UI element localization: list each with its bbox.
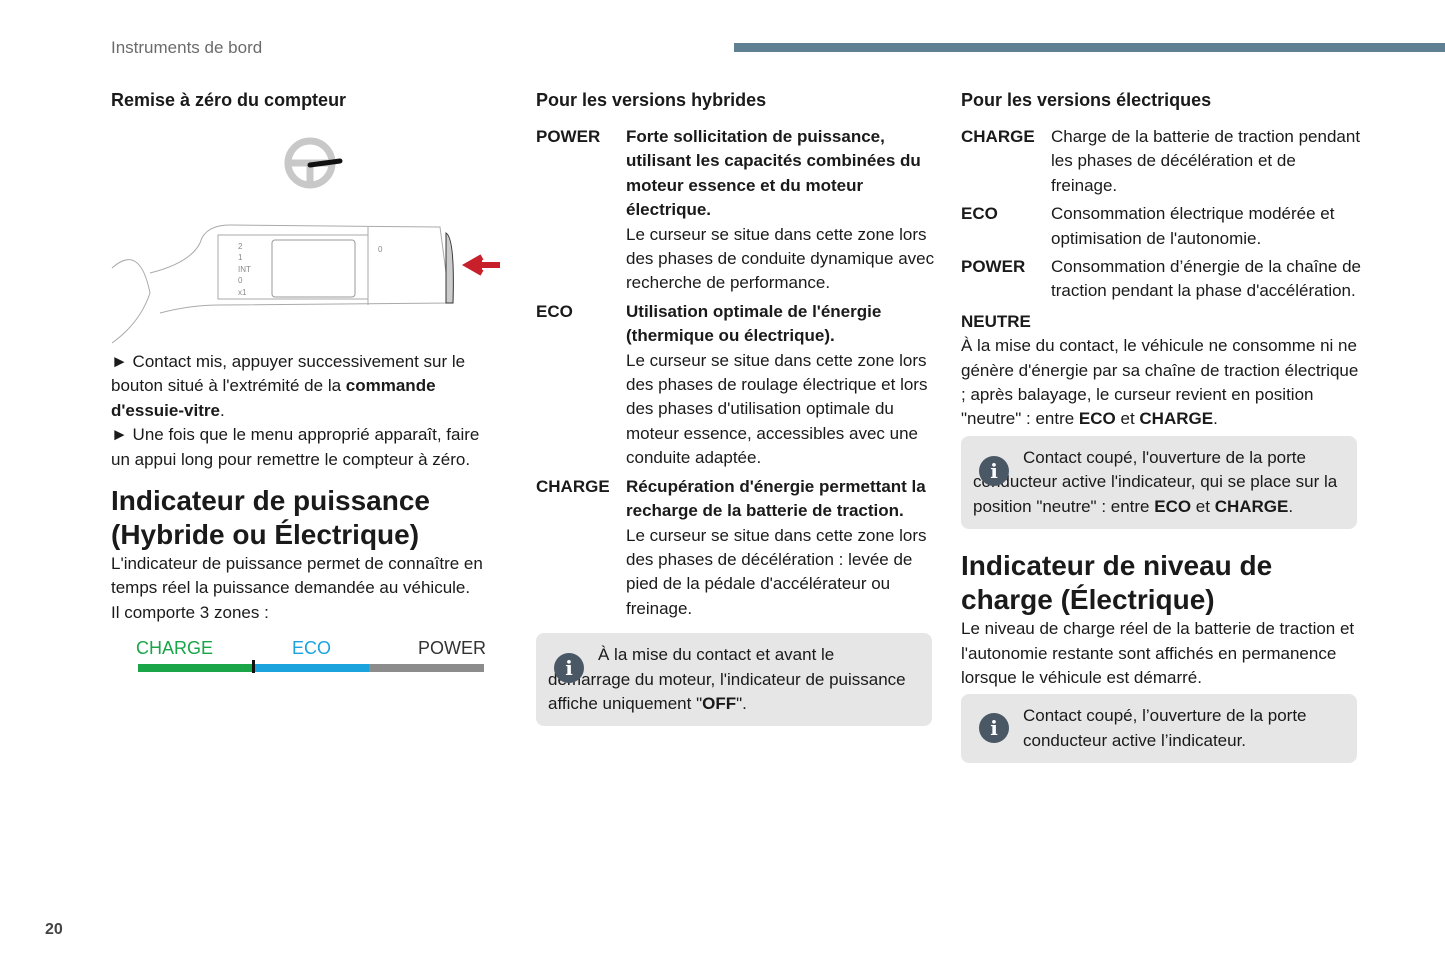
- gauge-label-eco: ECO: [292, 638, 332, 659]
- definition-eco: ECO Consommation électrique modérée et op…: [961, 202, 1361, 251]
- svg-text:0: 0: [238, 276, 243, 285]
- definition-charge: CHARGE Charge de la batterie de traction …: [961, 125, 1361, 198]
- column-reset: Remise à zéro du compteur 2 1 INT 0 x1 0 ► …: [111, 88, 501, 677]
- term-description: Le curseur se situe dans cette zone lors…: [626, 525, 927, 618]
- svg-text:1: 1: [238, 253, 243, 262]
- step-2: ► Une fois que le menu approprié apparaî…: [111, 425, 480, 469]
- definition-eco: ECO Utilisation optimale de l'énergie (th…: [536, 300, 936, 471]
- power-gauge: CHARGE ECO POWER: [136, 637, 486, 677]
- term-description: Le curseur se situe dans cette zone lors…: [626, 350, 928, 468]
- term-description: Charge de la batterie de traction pendan…: [1051, 127, 1361, 195]
- term-summary: Utilisation optimale de l'énergie (therm…: [626, 301, 882, 346]
- definition-charge: CHARGE Récupération d'énergie permettant …: [536, 475, 936, 621]
- charge-level-title: Indicateur de niveau de charge (Électriq…: [961, 550, 1273, 616]
- term-description: Consommation d’énergie de la chaîne de t…: [1051, 257, 1361, 301]
- wiper-stalk-illustration: 2 1 INT 0 x1 0: [111, 137, 500, 344]
- definition-power: POWER Forte sollicitation de puissance, u…: [536, 125, 936, 296]
- gauge-zone-eco: [254, 664, 369, 673]
- term: POWER: [961, 257, 1026, 277]
- hybrid-heading: Pour les versions hybrides: [536, 90, 767, 110]
- header-accent-bar: [734, 43, 1445, 52]
- term-description: Le curseur se situe dans cette zone lors…: [626, 224, 935, 293]
- reset-heading: Remise à zéro du compteur: [111, 90, 347, 110]
- term: POWER: [536, 127, 601, 146]
- power-intro: L'indicateur de puissance permet de conn…: [111, 554, 483, 598]
- section-title: Instruments de bord: [111, 38, 263, 57]
- electric-heading: Pour les versions électriques: [961, 90, 1212, 110]
- neutre-text: À la mise du contact, le véhicule ne con…: [961, 336, 1359, 429]
- column-hybrid: Pour les versions hybrides POWER Forte so…: [536, 88, 936, 727]
- term: CHARGE: [536, 476, 610, 496]
- svg-text:0: 0: [378, 245, 383, 254]
- page-number: 20: [45, 921, 63, 938]
- gauge-label-power: POWER: [417, 638, 486, 659]
- gauge-zone-charge: [138, 664, 254, 673]
- gauge-cursor: [252, 660, 255, 674]
- svg-text:x1: x1: [238, 288, 247, 297]
- term-summary: Récupération d'énergie permettant la rec…: [626, 476, 926, 521]
- neutre-title: NEUTRE: [961, 311, 1031, 331]
- zones-text: Il comporte 3 zones :: [111, 602, 269, 622]
- steering-wheel-icon: [284, 137, 343, 189]
- info-note-door: i Contact coupé, l’ouverture de la porte…: [961, 694, 1357, 764]
- gauge-zone-power: [369, 664, 484, 673]
- term: ECO: [961, 204, 998, 224]
- info-icon: i: [979, 455, 1009, 486]
- svg-text:INT: INT: [238, 265, 251, 274]
- info-note-off: i À la mise du contact et avant le démar…: [536, 633, 932, 727]
- column-electric: Pour les versions électriques CHARGE Char…: [961, 88, 1361, 764]
- term: ECO: [536, 301, 573, 321]
- info-note-neutre: i Contact coupé, l'ouverture de la porte…: [961, 435, 1357, 530]
- definition-power: POWER Consommation d’énergie de la chaîne…: [961, 255, 1361, 304]
- step-1: ► Contact mis, appuyer successivement su…: [111, 352, 466, 420]
- term: CHARGE: [961, 127, 1035, 146]
- hybrid-definitions: POWER Forte sollicitation de puissance, u…: [536, 125, 936, 621]
- svg-text:2: 2: [238, 242, 243, 251]
- info-icon: i: [554, 653, 584, 684]
- gauge-label-charge: CHARGE: [136, 638, 214, 659]
- info-icon: i: [979, 713, 1009, 744]
- power-indicator-title: Indicateur de puissance (Hybride ou Élec…: [111, 485, 430, 551]
- term-description: Consommation électrique modérée et optim…: [1051, 204, 1335, 248]
- term-summary: Forte sollicitation de puissance, utilis…: [626, 127, 921, 220]
- arrow-icon: [461, 254, 500, 276]
- electric-definitions: CHARGE Charge de la batterie de traction …: [961, 125, 1361, 304]
- charge-level-intro: Le niveau de charge réel de la batterie …: [961, 619, 1355, 687]
